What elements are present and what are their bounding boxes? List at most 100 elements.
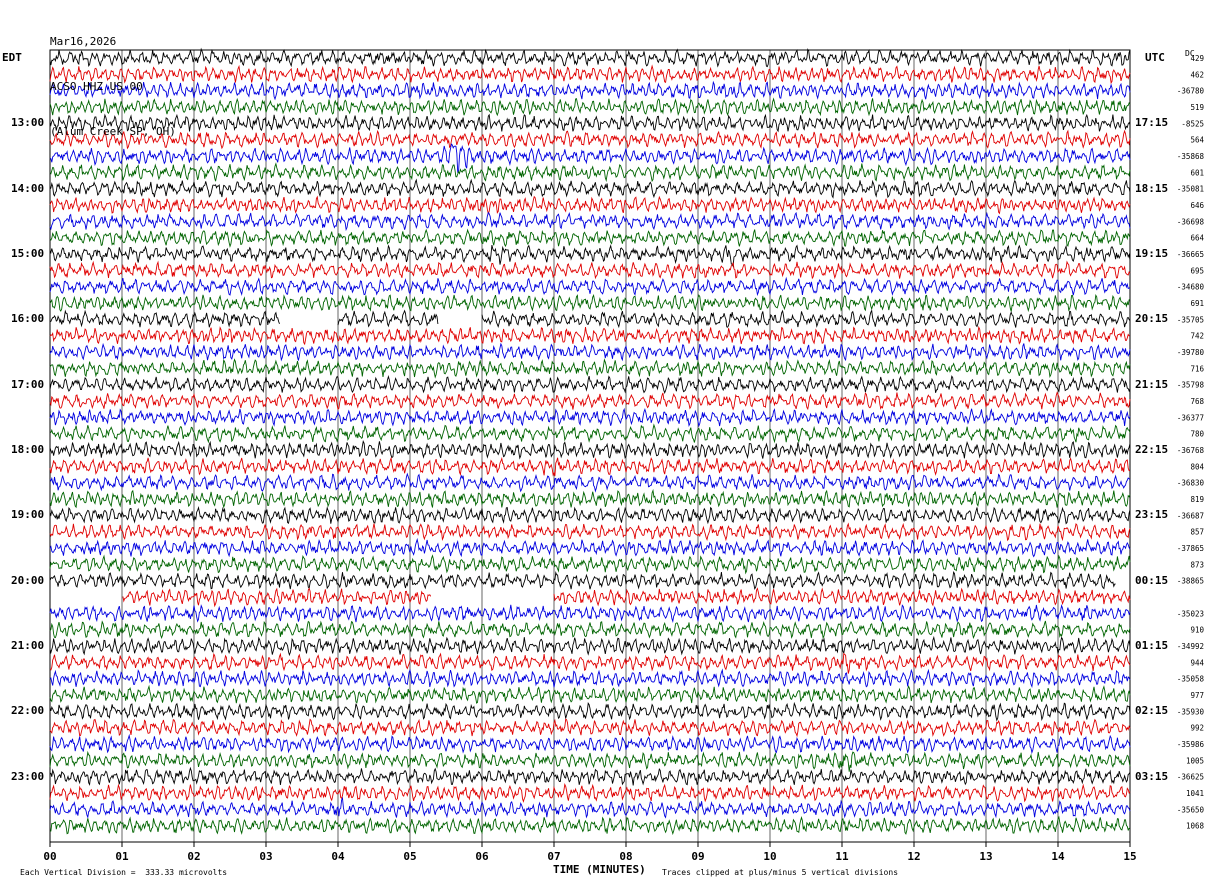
dc-offset-label: -39780 [1177,348,1205,357]
left-hour-label: 20:00 [11,573,45,587]
left-hour-label: 21:00 [11,639,45,652]
dc-offset-label: -36768 [1177,446,1205,455]
dc-offset-label: -38865 [1177,577,1204,586]
left-hour-label: 19:00 [11,508,45,522]
trace-row-40 [49,701,1131,722]
x-tick-label: 09 [691,850,704,863]
dc-offset-label: 601 [1190,168,1204,177]
x-tick-label: 15 [1123,850,1136,863]
trace-row-42 [49,733,1131,755]
trace-row-10 [49,211,1131,232]
dc-offset-label: -34680 [1177,283,1205,292]
dc-offset-label: 768 [1190,397,1204,406]
dc-offset-label: -35868 [1177,152,1205,161]
dc-offset-label: 992 [1190,724,1204,733]
right-hour-label: 21:15 [1135,377,1169,391]
x-tick-label: 11 [835,850,849,863]
trace-row-26 [49,472,1131,493]
dc-offset-label: -34992 [1177,642,1204,651]
dc-offset-label: -36625 [1177,773,1204,782]
dc-offset-label: 695 [1190,266,1204,275]
trace-row-18 [49,342,1131,362]
trace-row-28 [49,505,1131,525]
trace-row-33 [122,587,1131,608]
dc-offset-label: -35058 [1177,675,1205,684]
x-tick-label: 13 [979,850,992,863]
x-tick-label: 10 [763,850,776,863]
dc-offset-label: 429 [1190,54,1204,63]
dc-offset-label: -36665 [1177,250,1204,259]
trace-row-22 [49,407,1131,428]
right-hour-label: 22:15 [1135,443,1169,456]
trace-row-7 [49,162,1131,183]
x-axis-title: TIME (MINUTES) [553,863,646,876]
trace-row-34 [49,603,1131,623]
dc-offset-label: 564 [1190,136,1204,145]
dc-offset-label: -36698 [1177,217,1205,226]
trace-row-6 [49,143,1131,174]
trace-row-9 [49,195,1131,216]
left-hour-label: 17:00 [11,377,45,391]
dc-offset-label: 646 [1190,201,1204,210]
trace-row-21 [49,391,1131,411]
trace-row-39 [49,684,1131,704]
trace-row-11 [49,228,1131,248]
trace-row-20 [49,374,1131,394]
x-tick-label: 14 [1051,850,1065,863]
trace-row-44 [49,766,1131,786]
dc-offset-label: -35930 [1177,707,1205,716]
right-hour-label: 00:15 [1135,573,1169,587]
trace-row-14 [49,276,1131,297]
right-hour-label: 20:15 [1135,312,1169,326]
right-hour-label: 19:15 [1135,247,1169,260]
right-hour-label: 01:15 [1135,639,1169,652]
trace-row-25 [49,456,1131,477]
x-tick-label: 00 [43,850,56,863]
seismic-traces [49,47,1131,836]
trace-row-12 [49,244,1131,268]
dc-offset-label: 716 [1190,364,1204,373]
dc-offset-label: 804 [1190,462,1204,471]
trace-row-0 [49,47,1131,68]
trace-row-27 [49,488,1131,509]
left-hour-label: 14:00 [11,181,45,195]
dc-offset-label: 819 [1190,495,1204,504]
left-hour-label: 15:00 [11,247,45,260]
dc-offset-label: -35023 [1177,609,1204,618]
dc-offset-label: 1041 [1186,789,1204,798]
left-hour-label: 18:00 [11,443,45,456]
x-tick-label: 07 [547,850,560,863]
right-hour-label: 03:15 [1135,769,1169,783]
left-hour-label: 23:00 [11,769,45,783]
dc-offset-label: -35986 [1177,740,1205,749]
dc-offset-label: -35705 [1177,315,1204,324]
dc-offset-label: 691 [1190,299,1204,308]
plot-frame [49,49,1131,843]
dc-offset-label: 910 [1190,626,1204,635]
trace-row-37 [49,652,1131,674]
station-id: ACSO HHZ US 00 [50,80,143,93]
trace-row-29 [49,522,1131,542]
trace-row-38 [49,668,1131,688]
dc-offset-label: -36780 [1177,87,1205,96]
x-tick-label: 04 [331,850,345,863]
dc-offset-label: 664 [1190,234,1204,243]
dc-offset-label: -35650 [1177,805,1205,814]
dc-offset-label: 944 [1190,658,1204,667]
trace-row-24 [49,439,1131,460]
trace-row-2 [49,80,1131,101]
header-block: Mar16,2026 ACSO HHZ US 00 (Alum Creek SP… [50,4,176,154]
station-location: (Alum Creek SP, OH) [50,125,176,138]
dc-offset-label: 977 [1190,691,1204,700]
right-hour-label: 02:15 [1135,704,1169,718]
trace-row-3 [49,97,1131,117]
trace-row-1 [49,64,1131,85]
left-hour-label: 22:00 [11,704,45,718]
trace-row-8 [49,178,1131,199]
dc-offset-label: 519 [1190,103,1204,112]
x-axis-ticks: 00 01 02 03 04 05 06 07 08 09 10 11 12 13 14 15 [43,842,1137,863]
trace-row-31 [49,554,1131,575]
trace-row-46 [49,796,1131,819]
dc-offset-label: -36830 [1177,479,1205,488]
